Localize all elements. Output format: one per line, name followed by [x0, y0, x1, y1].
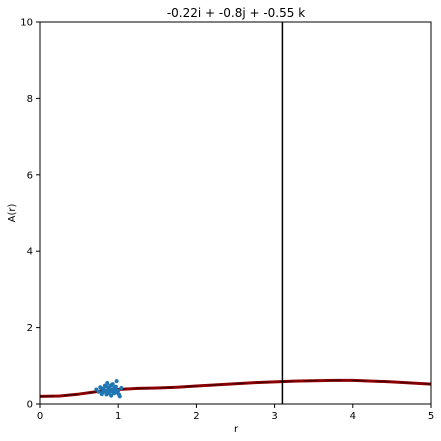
x-tick-label: 4 [350, 411, 356, 422]
scatter-point [109, 387, 114, 392]
scatter-layer [94, 379, 124, 399]
scatter-point [105, 380, 110, 385]
x-axis-ticks: 0 1 2 3 4 5 [37, 404, 434, 422]
x-tick-label: 5 [428, 411, 434, 422]
x-axis-label: r [234, 424, 239, 435]
scatter-point [116, 392, 121, 397]
x-tick-label: 1 [115, 411, 121, 422]
plot-frame [39, 21, 432, 405]
plot-area [39, 22, 432, 404]
y-tick-label: 8 [27, 94, 33, 105]
y-tick-label: 2 [27, 323, 33, 334]
scatter-point [104, 390, 109, 395]
scatter-point [99, 392, 104, 397]
curve-overlay-line [39, 379, 432, 397]
x-tick-label: 2 [193, 411, 199, 422]
y-tick-label: 4 [27, 247, 33, 258]
scatter-point [113, 388, 118, 393]
y-axis-label: A(r) [7, 204, 18, 223]
x-tick-label: 0 [37, 411, 43, 422]
chart-title: -0.22i + -0.8j + -0.55 k [167, 6, 305, 20]
y-tick-label: 0 [27, 400, 33, 411]
scatter-point [108, 383, 113, 388]
y-tick-label: 10 [20, 18, 33, 29]
scatter-point [114, 379, 119, 384]
scatter-point [119, 385, 124, 390]
y-tick-label: 6 [27, 170, 33, 181]
scatter-point [98, 385, 103, 390]
scatter-point [101, 386, 106, 391]
x-tick-label: 3 [271, 411, 277, 422]
y-axis-ticks: 0 2 4 6 8 10 [20, 18, 40, 411]
scatter-point [96, 389, 101, 394]
